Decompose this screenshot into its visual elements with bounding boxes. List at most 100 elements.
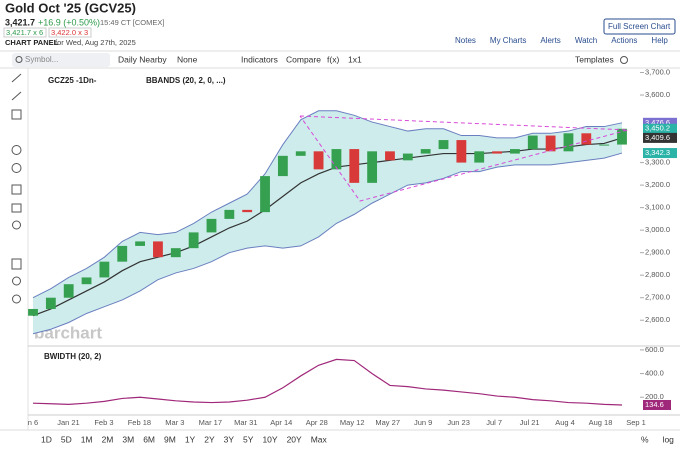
candle (527, 135, 538, 150)
templates[interactable]: Templates (575, 54, 614, 64)
candle (135, 241, 145, 246)
candle (563, 133, 574, 152)
range-button[interactable]: 10Y (262, 434, 277, 444)
tool-icon[interactable] (11, 91, 22, 101)
y-tick-label: 3,700.0 (645, 67, 670, 76)
x-tick-label: Sep 1 (626, 418, 646, 427)
range-button[interactable]: 5Y (243, 434, 254, 444)
tool-icon[interactable] (12, 220, 21, 230)
header-link[interactable]: Actions (611, 36, 637, 45)
tool-icon[interactable] (11, 163, 22, 173)
range-button[interactable]: 2M (102, 434, 114, 444)
candle (224, 209, 235, 219)
header-link[interactable]: Watch (575, 36, 597, 45)
y-tick-label: 600.0 (645, 345, 664, 354)
ask: 3,422.0 x 3 (51, 28, 88, 37)
layout[interactable]: 1x1 (348, 54, 362, 64)
range-button[interactable]: 3Y (224, 434, 235, 444)
change: +16.9 (+0.50%) (38, 17, 100, 27)
y-tick-label: 200.0 (645, 392, 664, 401)
range-button[interactable]: 5D (61, 434, 72, 444)
compare[interactable]: Compare (286, 54, 321, 64)
axis-option[interactable]: log (663, 434, 675, 444)
period[interactable]: Daily Nearby (118, 54, 167, 64)
header-link[interactable]: Help (651, 36, 668, 45)
x-tick-label: Apr 14 (270, 418, 292, 427)
candle (277, 155, 288, 177)
y-tick-label: 3,300.0 (645, 158, 670, 167)
trend-lines (299, 115, 629, 202)
x-tick-label: Jul 21 (520, 418, 540, 427)
tool-icon[interactable] (11, 203, 22, 213)
range-button[interactable]: 6M (143, 434, 155, 444)
axis-option[interactable]: % (641, 434, 649, 444)
left-tools (11, 73, 22, 304)
y-tick-label: 2,900.0 (645, 248, 670, 257)
settings-icon[interactable] (620, 56, 628, 64)
range-button[interactable]: 1D (41, 434, 52, 444)
y-tick-label: 400.0 (645, 369, 664, 378)
header-link[interactable]: Alerts (540, 36, 560, 45)
tool-icon[interactable] (11, 258, 22, 270)
range-button[interactable]: 3M (122, 434, 134, 444)
x-tick-label: May 12 (340, 418, 365, 427)
price-tag (643, 123, 677, 134)
tool-icon[interactable] (11, 73, 22, 83)
range-button[interactable]: 1Y (185, 434, 196, 444)
y-tick-label: 3,200.0 (645, 180, 670, 189)
symbol-placeholder[interactable]: Symbol... (25, 55, 58, 64)
x-tick-label: May 27 (375, 418, 400, 427)
tool-icon[interactable] (12, 276, 21, 286)
y-tick-label: 2,700.0 (645, 293, 670, 302)
panel-date: for Wed, Aug 27th, 2025 (55, 38, 136, 47)
x-tick-label: Jun 23 (447, 418, 470, 427)
full-screen-text[interactable]: Full Screen Chart (608, 22, 671, 31)
candle (545, 135, 556, 152)
tool-icon[interactable] (11, 184, 22, 195)
price-tag (643, 148, 677, 159)
x-tick-label: Aug 4 (555, 418, 575, 427)
x-tick-label: Aug 18 (589, 418, 613, 427)
candle (206, 218, 217, 233)
candle (617, 128, 627, 145)
header-link[interactable]: Notes (455, 36, 476, 45)
header-link[interactable]: My Charts (490, 36, 526, 45)
range-button[interactable]: 20Y (287, 434, 302, 444)
fx[interactable]: f(x) (327, 54, 339, 64)
indicator-legend: BWIDTH (20, 2) (44, 352, 102, 361)
candle (331, 149, 342, 170)
symbol-input[interactable] (12, 53, 110, 67)
x-tick-label: Jun 9 (414, 418, 432, 427)
x-tick-label: Mar 17 (199, 418, 222, 427)
range-button[interactable]: 1M (81, 434, 93, 444)
x-tick-label: n 6 (28, 418, 38, 427)
full-screen-button[interactable] (603, 18, 676, 35)
middle-band (32, 137, 623, 317)
panel-label: CHART PANEL (5, 38, 59, 47)
x-tick-label: Feb 3 (94, 418, 113, 427)
x-tick-label: Feb 18 (128, 418, 151, 427)
x-tick-label: Jan 21 (57, 418, 80, 427)
candle (242, 209, 253, 213)
y-tick-label: 3,100.0 (645, 203, 670, 212)
price-tag-label: 3,409.6 (645, 133, 670, 142)
range-button[interactable]: 9M (164, 434, 176, 444)
candle (81, 277, 92, 285)
candle (581, 133, 592, 145)
candle (170, 248, 181, 258)
band-fill (33, 110, 622, 334)
tool-icon[interactable] (11, 145, 22, 155)
band-line (32, 110, 623, 299)
candle (188, 232, 199, 249)
range-button[interactable]: 2Y (204, 434, 215, 444)
none-dropdown[interactable]: None (177, 54, 198, 64)
price-tag (643, 117, 677, 128)
y-tick-label: 3,000.0 (645, 225, 670, 234)
range-button[interactable]: Max (311, 434, 328, 444)
tool-icon[interactable] (12, 294, 21, 304)
tool-icon[interactable] (11, 109, 22, 120)
ask-box (48, 27, 92, 38)
x-tick-label: Mar 3 (165, 418, 184, 427)
indicators[interactable]: Indicators (241, 54, 278, 64)
